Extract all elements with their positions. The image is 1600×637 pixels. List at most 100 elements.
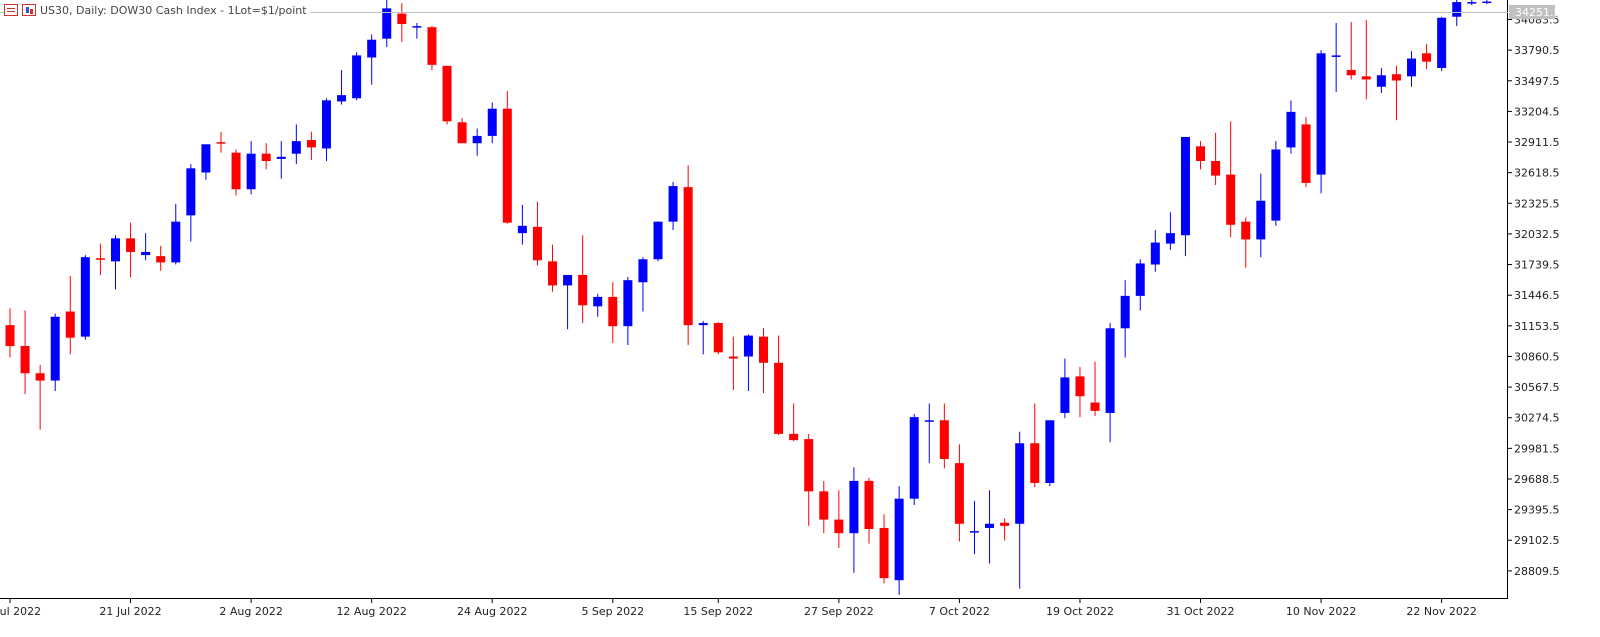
candle-body bbox=[804, 439, 814, 492]
candle-body bbox=[864, 480, 874, 529]
candle bbox=[487, 102, 497, 144]
candle bbox=[306, 131, 316, 160]
candle-body bbox=[1452, 2, 1462, 17]
candle bbox=[1452, 0, 1462, 27]
candle bbox=[1060, 358, 1070, 419]
candle bbox=[1407, 51, 1417, 87]
candle-body bbox=[743, 335, 753, 357]
candle-body bbox=[1045, 420, 1055, 483]
candle-body bbox=[1467, 2, 1477, 4]
candle-body bbox=[291, 141, 301, 154]
candle-body bbox=[1376, 75, 1386, 87]
candle bbox=[608, 282, 618, 343]
time-tick-label: 15 Sep 2022 bbox=[683, 605, 753, 618]
candle bbox=[35, 364, 45, 430]
candle-body bbox=[849, 480, 859, 534]
candle-body bbox=[246, 153, 256, 190]
candle bbox=[578, 235, 588, 324]
candle bbox=[834, 490, 844, 548]
time-tick-label: 10 Nov 2022 bbox=[1286, 605, 1356, 618]
candle-body bbox=[1391, 74, 1401, 81]
candle bbox=[1000, 518, 1010, 541]
price-tick-label: 32032.5 bbox=[1514, 228, 1560, 241]
time-tick-label: 19 Oct 2022 bbox=[1046, 605, 1114, 618]
candle bbox=[1150, 230, 1160, 272]
candle-body bbox=[969, 531, 979, 533]
candle bbox=[457, 118, 467, 144]
list-icon[interactable] bbox=[4, 4, 18, 16]
candle bbox=[1422, 43, 1432, 69]
time-tick-label: 12 Aug 2022 bbox=[336, 605, 406, 618]
candle bbox=[1376, 67, 1386, 94]
current-price-label: 34251.5 bbox=[1515, 6, 1561, 19]
time-tick-label: 7 Oct 2022 bbox=[929, 605, 990, 618]
price-tick-label: 29688.5 bbox=[1514, 473, 1560, 486]
candle bbox=[954, 444, 964, 542]
candle bbox=[291, 124, 301, 165]
candle-body bbox=[728, 356, 738, 359]
candle bbox=[713, 322, 723, 355]
candle bbox=[969, 500, 979, 555]
candle bbox=[80, 255, 90, 340]
candle bbox=[186, 164, 196, 242]
candle bbox=[20, 310, 30, 395]
candle-body bbox=[985, 523, 995, 528]
candle-body bbox=[110, 238, 120, 262]
candle bbox=[502, 90, 512, 224]
time-axis[interactable]: 11 Jul 2022 21 Jul 2022 2 Aug 2022 12 Aug 2… bbox=[0, 598, 1477, 618]
price-tick-label: 32325.5 bbox=[1514, 197, 1560, 210]
price-tick-label: 30860.5 bbox=[1514, 350, 1560, 363]
candle bbox=[728, 336, 738, 390]
candle bbox=[427, 26, 437, 71]
candle-body bbox=[563, 274, 573, 286]
candle-body bbox=[65, 311, 75, 338]
candle bbox=[5, 308, 15, 358]
candle bbox=[1301, 117, 1311, 188]
candle bbox=[1180, 136, 1190, 257]
price-tick-label: 32911.5 bbox=[1514, 136, 1560, 149]
candle-body bbox=[1256, 200, 1266, 240]
candle-body bbox=[141, 251, 151, 256]
candle bbox=[1391, 65, 1401, 121]
candle-body bbox=[1135, 263, 1145, 296]
candle-body bbox=[382, 8, 392, 39]
candle bbox=[171, 203, 181, 265]
time-tick-label: 22 Nov 2022 bbox=[1406, 605, 1476, 618]
candle-body bbox=[1482, 1, 1492, 4]
candle bbox=[879, 514, 889, 584]
candle-body bbox=[1165, 233, 1175, 244]
candle bbox=[1286, 100, 1296, 154]
candle bbox=[231, 149, 241, 196]
candle-body bbox=[306, 140, 316, 148]
candle bbox=[743, 334, 753, 391]
candle bbox=[774, 335, 784, 435]
candle-body bbox=[412, 26, 422, 28]
price-tick-label: 29102.5 bbox=[1514, 534, 1560, 547]
price-tick-label: 29981.5 bbox=[1514, 442, 1560, 455]
candle bbox=[1482, 0, 1492, 5]
candle-body bbox=[201, 144, 211, 173]
candle-body bbox=[759, 336, 768, 363]
candle-body bbox=[50, 316, 60, 381]
candle-body bbox=[367, 39, 377, 58]
candle-body bbox=[321, 100, 331, 149]
price-axis[interactable]: 34083.533790.533497.533204.532911.532618… bbox=[1508, 13, 1560, 578]
candle-body bbox=[126, 238, 136, 252]
candle-body bbox=[20, 346, 30, 374]
candle bbox=[517, 204, 527, 245]
price-tick-label: 30274.5 bbox=[1514, 412, 1560, 425]
candle bbox=[909, 414, 919, 505]
candle bbox=[246, 141, 256, 195]
candle bbox=[789, 403, 799, 442]
candle bbox=[95, 243, 105, 275]
candle-body bbox=[487, 108, 497, 136]
candle bbox=[1120, 280, 1130, 358]
candle bbox=[50, 313, 60, 391]
candle-body bbox=[683, 187, 693, 326]
candle bbox=[1437, 16, 1447, 72]
candlestick-chart-icon[interactable] bbox=[22, 4, 36, 16]
candle bbox=[1090, 361, 1100, 417]
candle bbox=[1361, 19, 1371, 100]
